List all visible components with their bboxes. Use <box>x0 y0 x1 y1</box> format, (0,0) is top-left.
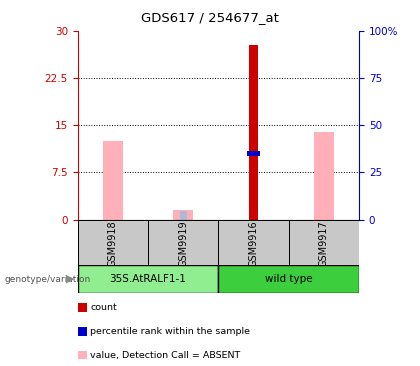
Bar <box>314 132 334 220</box>
Text: GSM9916: GSM9916 <box>249 220 259 267</box>
Text: GSM9918: GSM9918 <box>108 220 118 267</box>
Text: wild type: wild type <box>265 274 312 284</box>
Text: GSM9919: GSM9919 <box>178 220 188 267</box>
Text: genotype/variation: genotype/variation <box>4 274 90 284</box>
Bar <box>249 45 258 220</box>
Text: ▶: ▶ <box>66 274 75 284</box>
Text: value, Detection Call = ABSENT: value, Detection Call = ABSENT <box>90 351 241 359</box>
Text: percentile rank within the sample: percentile rank within the sample <box>90 327 250 336</box>
Bar <box>247 151 260 156</box>
Bar <box>218 265 359 293</box>
Text: GDS617 / 254677_at: GDS617 / 254677_at <box>141 11 279 24</box>
Bar <box>289 220 359 265</box>
Text: count: count <box>90 303 117 312</box>
Bar <box>218 220 289 265</box>
Text: 35S.AtRALF1-1: 35S.AtRALF1-1 <box>110 274 186 284</box>
Bar <box>173 210 193 220</box>
Bar <box>78 220 148 265</box>
Bar <box>180 212 187 220</box>
Bar <box>148 220 218 265</box>
Bar <box>109 177 116 220</box>
Bar <box>103 141 123 220</box>
Bar <box>78 265 218 293</box>
Bar <box>320 177 328 220</box>
Text: GSM9917: GSM9917 <box>319 220 329 267</box>
